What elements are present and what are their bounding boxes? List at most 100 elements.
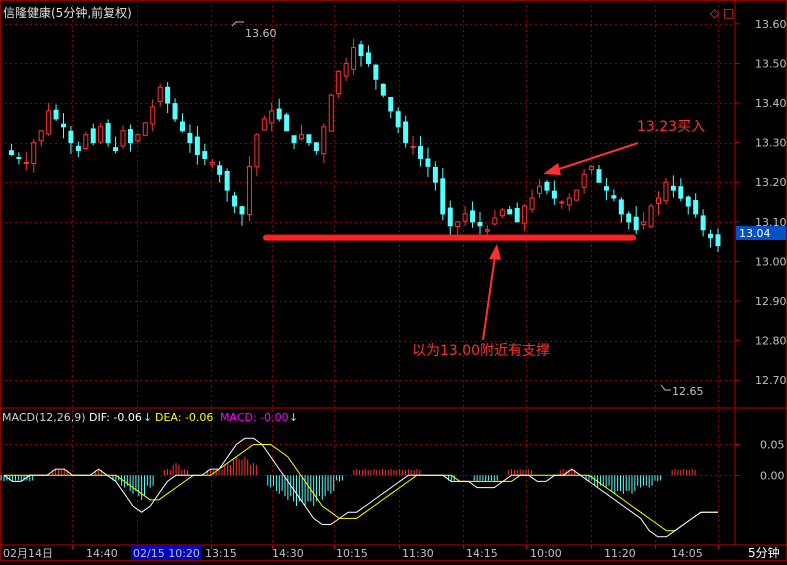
- candle-down: [685, 196, 691, 207]
- time-label: 14:40: [86, 547, 118, 560]
- candle-down: [514, 207, 520, 223]
- dif-line: [3, 437, 718, 538]
- price-tick-label: 13.30: [755, 137, 787, 150]
- date-highlight: [131, 546, 201, 560]
- dif-label: DIF: -0.06: [89, 411, 142, 424]
- dif-arrow: ↓: [143, 411, 152, 424]
- candle-down: [693, 200, 699, 215]
- candle-up: [522, 205, 528, 224]
- high-marker: 13.60: [231, 21, 277, 40]
- candle-down: [276, 108, 282, 120]
- candle-down: [165, 86, 171, 104]
- price-tick-label: 12.90: [755, 295, 787, 308]
- candle-down: [678, 186, 684, 199]
- time-label: 14:05: [671, 547, 703, 560]
- candle-up: [83, 134, 89, 150]
- candle-up: [641, 221, 647, 225]
- time-axis: 02月14日 14:40 02/15 10:20 13:15 14:30 10:15 11:…: [3, 545, 719, 560]
- candle-down: [544, 181, 550, 191]
- candle-up: [566, 197, 572, 206]
- support-arrow: [482, 244, 501, 341]
- high-label: 13.60: [245, 27, 277, 40]
- macd-tick-label: 0.05: [760, 439, 785, 452]
- candle-up: [648, 205, 654, 228]
- candle-down: [127, 129, 133, 144]
- period-label[interactable]: 5分钟: [748, 545, 780, 560]
- candle-up: [529, 197, 535, 210]
- candle-up: [321, 126, 327, 155]
- grid: [0, 0, 735, 545]
- candle-up: [492, 217, 498, 225]
- candle-down: [618, 199, 624, 215]
- price-tick-label: 13.40: [755, 97, 787, 110]
- candle-down: [477, 222, 483, 227]
- candle-down: [217, 165, 223, 175]
- candle-up: [574, 189, 580, 201]
- candle-up: [135, 134, 141, 142]
- candle-down: [633, 216, 639, 231]
- candle-down: [403, 121, 409, 144]
- candle-down: [715, 234, 721, 247]
- candle-up: [336, 70, 342, 95]
- candle-up: [581, 173, 587, 188]
- candle-up: [38, 130, 44, 142]
- candle-down: [313, 142, 319, 152]
- time-label: 14:30: [272, 547, 304, 560]
- time-label: 11:30: [402, 547, 434, 560]
- candle-up: [299, 134, 304, 140]
- candle-up: [269, 110, 275, 124]
- time-label: 13:15: [205, 547, 237, 560]
- support-annotation: 以为13.00附近有支撑: [412, 343, 550, 359]
- price-tick-label: 12.80: [755, 335, 787, 348]
- price-tick-label: 12.70: [755, 374, 787, 387]
- macd-histogram: [0, 456, 696, 507]
- candle-up: [254, 134, 260, 168]
- low-label: 12.65: [672, 385, 704, 398]
- time-label: 10:00: [530, 547, 562, 560]
- candle-up: [589, 165, 595, 171]
- candle-up: [410, 146, 416, 149]
- time-label: 02月14日: [3, 547, 53, 560]
- candle-down: [172, 103, 178, 120]
- candle-up: [343, 62, 349, 77]
- candle-up: [23, 161, 29, 164]
- macd-label: MACD: -0.00: [220, 411, 289, 424]
- candle-down: [8, 150, 14, 156]
- candle-down: [388, 96, 394, 112]
- dea-line: [4, 444, 718, 532]
- candle-down: [224, 171, 230, 191]
- candle-down: [373, 64, 379, 80]
- price-tick-label: 13.20: [755, 176, 787, 189]
- macd-axis: 0.05 0.00: [735, 439, 785, 483]
- candle-down: [68, 130, 74, 144]
- candle-down: [425, 158, 431, 167]
- candle-down: [232, 195, 238, 207]
- candle-down: [432, 166, 438, 183]
- price-tick-label: 13.50: [755, 57, 787, 70]
- buy-annotation: 13.23买入: [637, 119, 705, 135]
- candle-down: [418, 146, 423, 159]
- candle-up: [656, 197, 661, 204]
- time-label: 02/15 10:20: [133, 547, 200, 560]
- candle-down: [202, 151, 208, 159]
- candle-up: [455, 221, 461, 228]
- buy-arrow: [543, 142, 639, 175]
- candle-up: [663, 181, 669, 202]
- candle-down: [670, 185, 676, 191]
- candle-up: [499, 209, 505, 217]
- candle-down: [365, 52, 371, 64]
- candle-down: [53, 109, 59, 120]
- current-price-box: [736, 226, 786, 240]
- macd-params: MACD(12,26,9): [2, 411, 86, 424]
- macd-arrow: ↓: [289, 411, 298, 424]
- price-tick-label: 13.60: [755, 18, 787, 31]
- candle-down: [180, 121, 185, 132]
- candle-down: [551, 190, 557, 199]
- candle-down: [187, 132, 193, 144]
- candle-down: [380, 83, 386, 96]
- corner-icons[interactable]: ◇ □: [710, 6, 734, 20]
- candle-up: [351, 47, 357, 70]
- candle-down: [291, 135, 297, 144]
- dea-label: DEA: -0.06: [155, 411, 213, 424]
